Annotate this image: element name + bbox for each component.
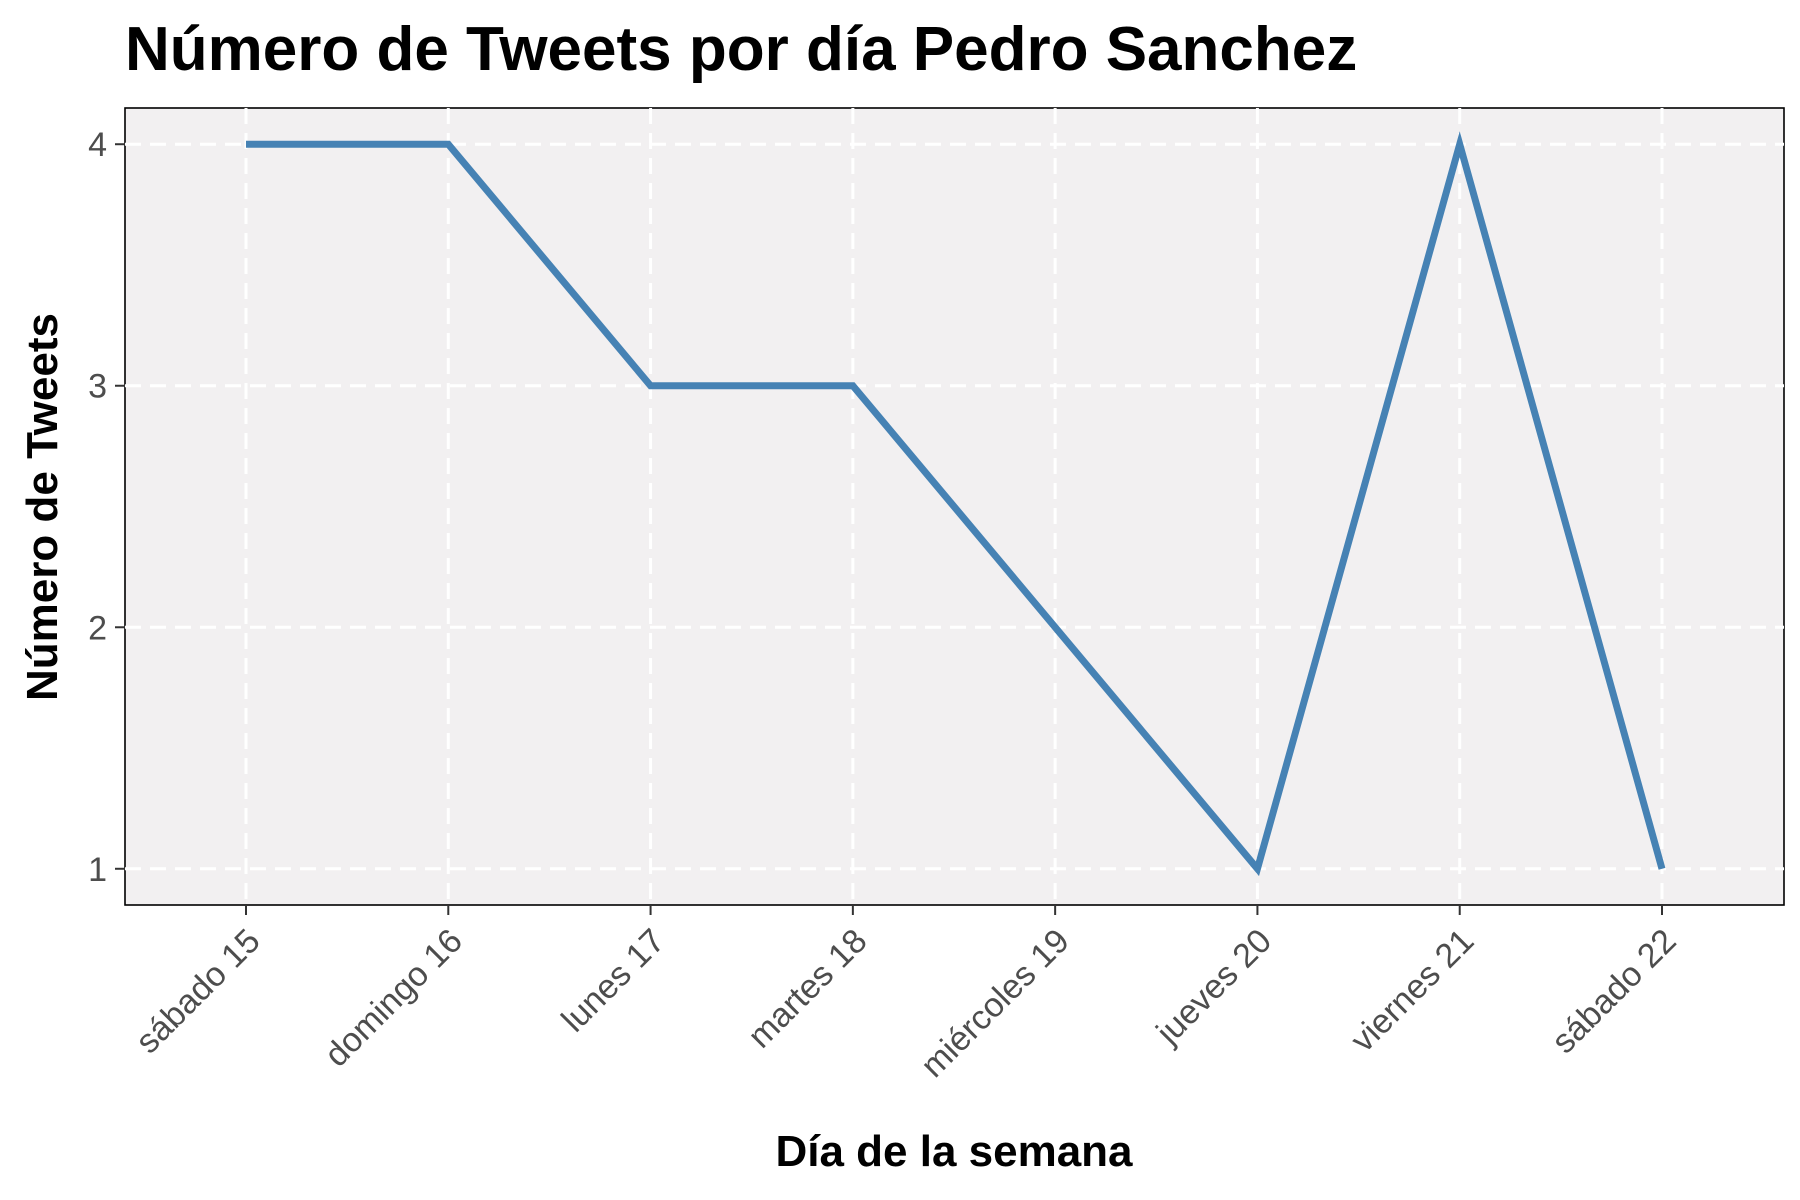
x-tick-label: miércoles 19: [914, 922, 1077, 1085]
x-tick-label: martes 18: [741, 922, 875, 1056]
series-line: [246, 131, 1666, 877]
x-tick-label: lunes 17: [554, 922, 672, 1040]
chart-title: Número de Tweets por día Pedro Sanchez: [125, 15, 1357, 84]
y-axis-title: Número de Tweets: [18, 313, 67, 701]
x-axis-title: Día de la semana: [775, 1127, 1133, 1176]
x-axis: sábado 15 domingo 16 lunes 17 martes 18 miér…: [128, 905, 1684, 1085]
x-tick-label: domingo 16: [317, 922, 470, 1075]
x-tick-label: viernes 21: [1344, 922, 1482, 1060]
x-tick-label: jueves 20: [1149, 922, 1279, 1052]
y-tick-label: 3: [88, 368, 107, 406]
y-tick-label: 1: [88, 851, 107, 889]
x-tick-label: sábado 22: [1544, 922, 1683, 1061]
y-tick-label: 4: [88, 126, 107, 164]
y-axis: 1 2 3 4: [88, 126, 125, 889]
y-tick-label: 2: [88, 609, 107, 647]
x-tick-label: sábado 15: [128, 922, 267, 1061]
series-layer: [246, 131, 1666, 877]
